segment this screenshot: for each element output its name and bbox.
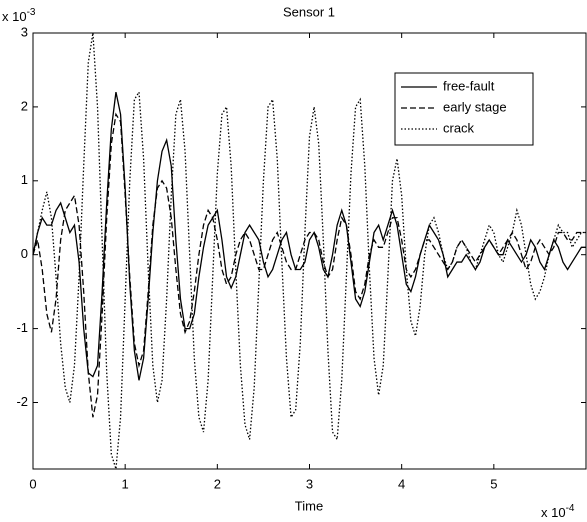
legend-box	[394, 72, 534, 146]
y-tick-label: 3	[21, 24, 28, 39]
x-multiplier: x 10-4	[541, 503, 575, 521]
x-tick-label: 3	[306, 476, 313, 491]
legend-label: crack	[443, 120, 475, 135]
legend-label: free-fault	[443, 78, 495, 93]
x-axis-label: Time	[295, 498, 323, 513]
y-tick-label: -2	[16, 394, 28, 409]
series-line	[32, 32, 586, 470]
y-multiplier: x 10-3	[2, 7, 36, 25]
x-tick-label: 4	[398, 476, 405, 491]
x-tick-label: 1	[122, 476, 129, 491]
y-multiplier-base: x 10	[2, 9, 27, 24]
chart-title: Sensor 1	[283, 4, 335, 19]
y-multiplier-exponent: -3	[27, 7, 36, 18]
x-multiplier-exponent: -4	[566, 503, 575, 514]
series-line	[32, 112, 586, 418]
x-tick-label: 2	[214, 476, 221, 491]
y-tick-label: 1	[21, 172, 28, 187]
x-multiplier-base: x 10	[541, 505, 566, 520]
axes-box	[32, 32, 587, 470]
y-tick-label: 0	[21, 246, 28, 261]
x-tick-label: 0	[29, 476, 36, 491]
y-tick-label: -1	[16, 320, 28, 335]
legend-label: early stage	[443, 99, 507, 114]
y-tick-label: 2	[21, 98, 28, 113]
x-tick-label: 5	[490, 476, 497, 491]
